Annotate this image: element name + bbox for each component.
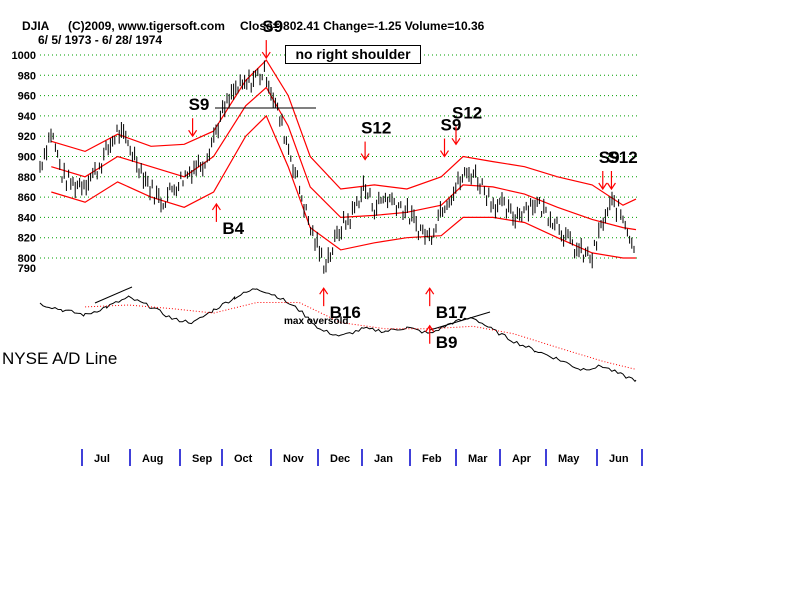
signal-label: S12 <box>361 119 391 138</box>
upper-band-line <box>51 59 637 206</box>
month-label: Aug <box>142 453 163 465</box>
change-value: -1.25 <box>374 19 402 33</box>
signal-label: B9 <box>436 333 458 352</box>
y-tick-label: 920 <box>18 131 36 143</box>
signal-arrowhead <box>261 51 271 60</box>
signal-s12: S12 <box>360 119 391 161</box>
change-label: Change= <box>323 19 375 33</box>
signal-b9: B9 <box>425 324 458 352</box>
month-label: Mar <box>468 453 488 465</box>
ad-line-label: NYSE A/D Line <box>2 349 118 368</box>
month-label: Sep <box>192 453 212 465</box>
header-date-range: 6/ 5/ 1973 - 6/ 28/ 1974 <box>38 33 163 47</box>
y-tick-label: 980 <box>18 70 36 82</box>
ad-trendline <box>429 311 491 331</box>
y-tick-label: 940 <box>18 111 36 123</box>
signal-s12: S12 <box>451 103 482 146</box>
signal-b16: B16 <box>319 287 361 322</box>
ad-trendline <box>94 286 133 304</box>
close-value: 802.41 <box>283 19 320 33</box>
header-copyright: (C)2009, www.tigersoft.com <box>68 19 225 33</box>
signal-label: S12 <box>607 148 637 167</box>
ad-moving-average <box>85 302 637 370</box>
signal-arrowhead <box>319 287 329 295</box>
month-label: Dec <box>330 453 350 465</box>
month-label: Oct <box>234 453 253 465</box>
signal-label: B4 <box>222 219 244 238</box>
signal-label: B17 <box>436 303 467 322</box>
signal-arrowhead <box>606 182 616 191</box>
max-oversold-label: max oversold <box>284 316 349 327</box>
price-bars <box>39 60 635 274</box>
signal-s12: S12 <box>606 148 638 191</box>
y-tick-label: 900 <box>18 152 36 164</box>
month-label: Apr <box>512 453 532 465</box>
signal-arrowhead <box>425 287 435 295</box>
signal-arrowhead <box>360 153 370 161</box>
month-label: Jun <box>609 453 629 465</box>
signal-label: S9 <box>189 95 210 114</box>
signal-label: S9 <box>262 17 283 36</box>
y-tick-label: 960 <box>18 91 36 103</box>
ad-line <box>39 288 637 383</box>
signal-label: S9 <box>599 148 620 167</box>
band-lines <box>51 59 637 259</box>
signal-s9: S9 <box>261 17 283 60</box>
signal-label: S12 <box>452 103 482 122</box>
month-axis: Jul Aug Sep Oct Nov Dec Jan Feb Mar Apr May Jun <box>81 449 643 466</box>
y-tick-label: 790 <box>18 263 36 275</box>
month-label: Jan <box>374 453 393 465</box>
y-tick-label: 800 <box>18 253 36 265</box>
header-close: Close= 802.41 Change=-1.25 Volume=10.36 <box>240 19 484 33</box>
volume-value: 10.36 <box>454 19 485 33</box>
annotation-box: no right shoulder <box>285 45 421 64</box>
month-label: Feb <box>422 453 442 465</box>
header-symbol: DJIA <box>22 19 50 33</box>
signal-b4: B4 <box>211 202 245 238</box>
month-label: Jul <box>94 453 110 465</box>
signal-arrowhead <box>451 138 461 146</box>
ad-line-panel <box>39 286 637 383</box>
lower-band-line <box>51 114 636 259</box>
signal-arrowhead <box>211 202 221 211</box>
month-label: Nov <box>283 453 305 465</box>
month-label: May <box>558 453 580 465</box>
close-label: Close= <box>240 19 280 33</box>
y-tick-label: 820 <box>18 233 36 245</box>
signal-arrowhead <box>598 182 608 191</box>
volume-label: Volume= <box>404 19 455 33</box>
y-tick-label: 860 <box>18 192 36 204</box>
signal-b17: B17 <box>425 287 467 322</box>
signal-label: B16 <box>330 303 361 322</box>
y-tick-label: 1000 <box>12 50 36 62</box>
y-tick-label: 840 <box>18 212 36 224</box>
middle-band-line <box>51 86 637 231</box>
signal-s9: S9 <box>188 95 210 138</box>
signal-arrowhead <box>188 129 198 138</box>
y-tick-label: 880 <box>18 172 36 184</box>
signal-arrowhead <box>425 324 435 333</box>
signal-s9: S9 <box>598 148 620 191</box>
signal-arrowhead <box>440 150 449 158</box>
